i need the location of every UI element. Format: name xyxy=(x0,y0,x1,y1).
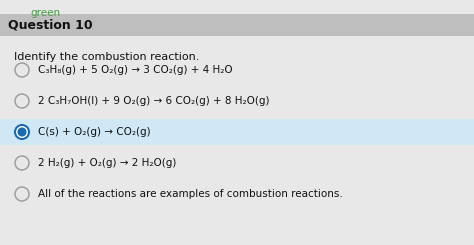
Bar xyxy=(0,119,474,145)
Text: Question 10: Question 10 xyxy=(8,19,92,32)
Text: C₃H₈(g) + 5 O₂(g) → 3 CO₂(g) + 4 H₂O: C₃H₈(g) + 5 O₂(g) → 3 CO₂(g) + 4 H₂O xyxy=(38,65,233,75)
Text: Identify the combustion reaction.: Identify the combustion reaction. xyxy=(14,52,200,62)
Circle shape xyxy=(15,125,29,139)
Text: 2 C₃H₇OH(l) + 9 O₂(g) → 6 CO₂(g) + 8 H₂O(g): 2 C₃H₇OH(l) + 9 O₂(g) → 6 CO₂(g) + 8 H₂O… xyxy=(38,96,270,106)
Text: All of the reactions are examples of combustion reactions.: All of the reactions are examples of com… xyxy=(38,189,343,199)
Text: green: green xyxy=(30,8,60,18)
Bar xyxy=(0,14,474,36)
Circle shape xyxy=(18,128,26,136)
Text: 2 H₂(g) + O₂(g) → 2 H₂O(g): 2 H₂(g) + O₂(g) → 2 H₂O(g) xyxy=(38,158,176,168)
Text: C(s) + O₂(g) → CO₂(g): C(s) + O₂(g) → CO₂(g) xyxy=(38,127,151,137)
